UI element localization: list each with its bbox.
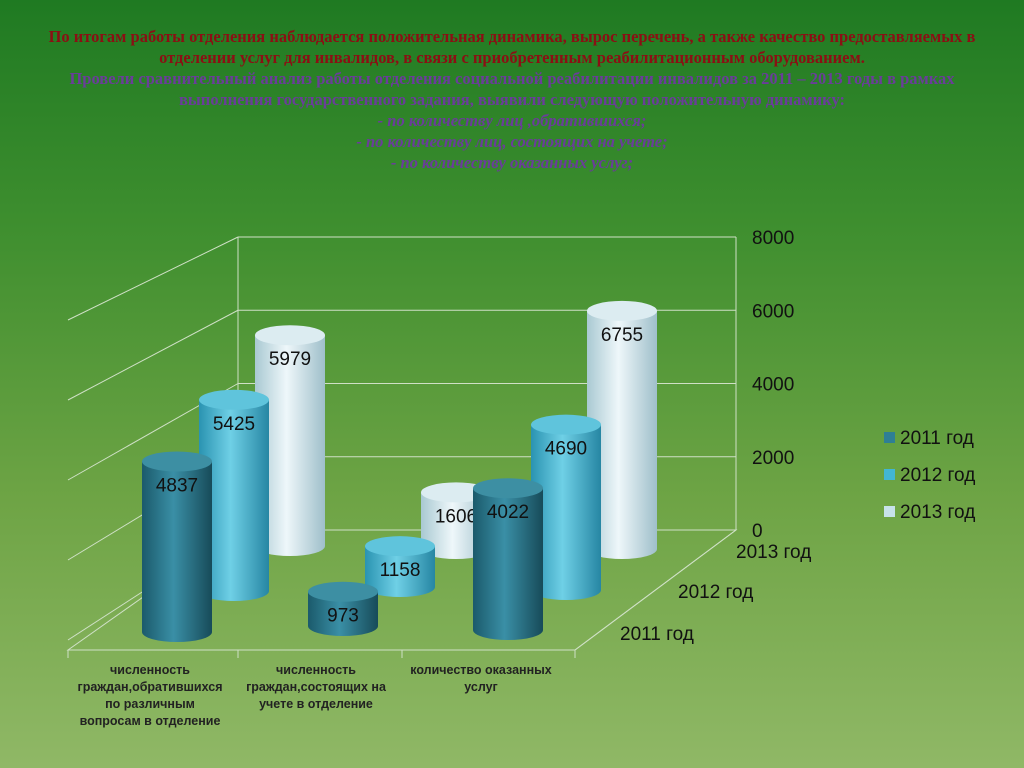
depth-label: 2013 год	[736, 542, 811, 563]
depth-label: 2012 год	[678, 582, 753, 603]
grid-line-side	[67, 236, 239, 321]
depth-label: 2011 год	[620, 624, 694, 645]
legend-swatch	[884, 469, 895, 480]
bar-cylinder-top	[308, 581, 378, 602]
bar-cylinder-top	[531, 414, 601, 435]
bar-value-label: 5979	[269, 349, 311, 370]
bar-cylinder	[308, 591, 378, 636]
y-tick-label: 0	[752, 521, 763, 542]
bar-cylinder	[199, 399, 269, 601]
bar-cylinder-top	[473, 478, 543, 499]
grid-line-side	[67, 309, 239, 401]
bar-cylinder	[365, 546, 435, 597]
legend-label: 2012 год	[900, 465, 975, 486]
bar-cylinder-top	[365, 536, 435, 557]
bullet-registered: - по количеству лиц, состоящих на учете;	[356, 132, 668, 151]
bar-value-label: 6755	[601, 325, 643, 346]
legend: 2011 год 2012 год 2013 год	[884, 428, 975, 523]
analysis-text: Провели сравнительный анализ работы отде…	[69, 69, 955, 109]
depth-axis-line	[574, 529, 737, 651]
category-label: количество оказанных услуг	[410, 663, 552, 694]
bar-value-label: 4837	[156, 475, 198, 496]
bar-cylinder	[587, 310, 657, 559]
bar-cylinder-top	[199, 389, 269, 410]
bar-value-label: 1606	[435, 506, 477, 527]
bar-cylinder	[473, 488, 543, 640]
legend-label: 2011 год	[900, 428, 974, 449]
depth-axis-labels: 2013 год 2012 год 2011 год	[620, 542, 811, 645]
bar-value-label: 4022	[487, 502, 529, 523]
y-tick-label: 6000	[752, 301, 794, 322]
legend-label: 2013 год	[900, 502, 975, 523]
bars: 5979 1606 6755 5425 1158 4690 4837 973 4022	[142, 300, 657, 642]
legend-swatch	[884, 432, 895, 443]
category-labels: численность граждан,обратившихся по различ…	[67, 650, 576, 728]
bar-cylinder	[531, 424, 601, 600]
bullet-services: - по количеству оказанных услуг;	[390, 153, 634, 172]
bar-value-label: 5425	[213, 414, 255, 435]
bar-value-label: 1158	[380, 560, 421, 581]
y-axis-ticks: 0 2000 4000 6000 8000	[752, 228, 794, 542]
header-text: По итогам работы отделения наблюдается п…	[28, 26, 996, 173]
y-tick-label: 4000	[752, 375, 794, 396]
y-tick-label: 8000	[752, 228, 794, 249]
bar-cylinder-top	[142, 451, 212, 472]
bar-cylinder-top	[255, 325, 325, 346]
bar-value-label: 973	[327, 606, 359, 627]
summary-text: По итогам работы отделения наблюдается п…	[48, 27, 976, 67]
bullet-applicants: - по количеству лиц ,обратившихся;	[377, 111, 647, 130]
bar-cylinder-top	[587, 300, 657, 321]
bar-cylinder	[255, 335, 325, 556]
y-tick-label: 2000	[752, 448, 794, 469]
legend-swatch	[884, 506, 895, 517]
bar-cylinder	[142, 461, 212, 642]
bar-value-label: 4690	[545, 439, 587, 460]
category-label: численность граждан,обратившихся по различ…	[78, 663, 223, 728]
category-label: численность граждан,состоящих на учете в о…	[246, 663, 387, 711]
